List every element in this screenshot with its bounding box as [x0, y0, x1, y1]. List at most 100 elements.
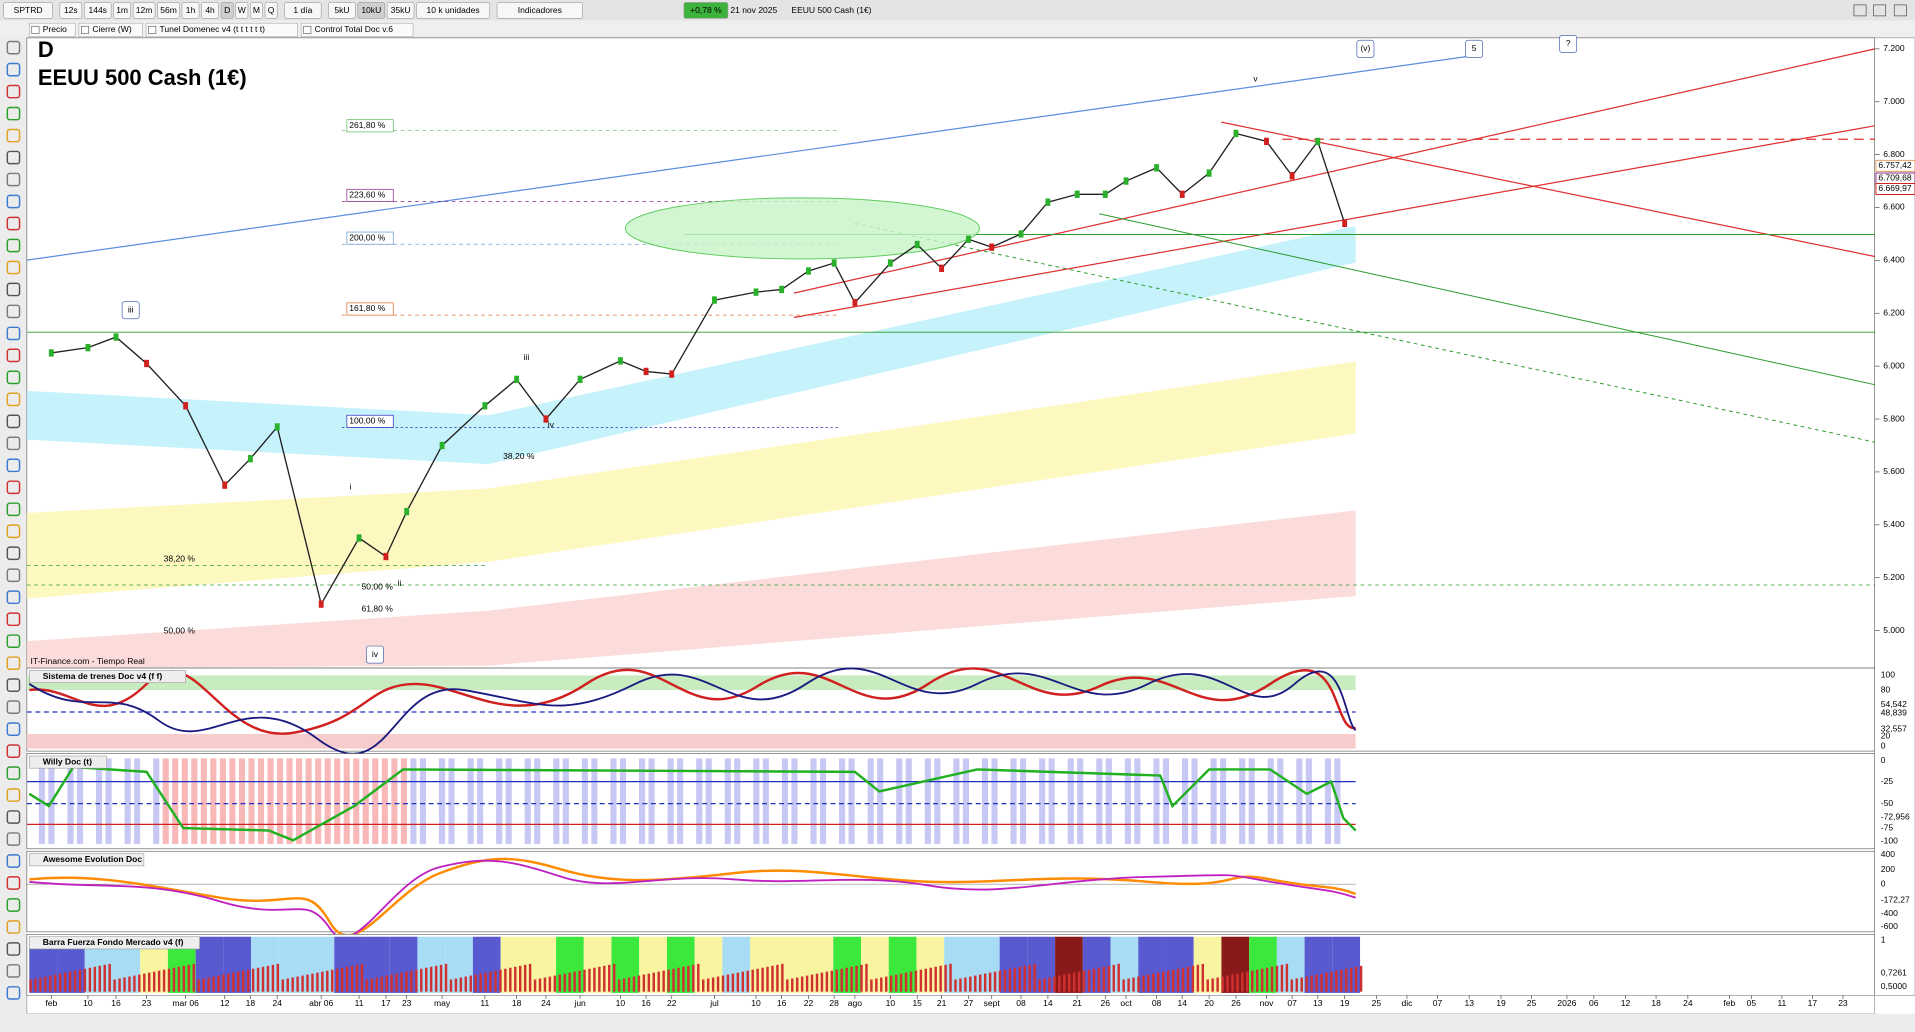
tool-icon[interactable]: [6, 238, 21, 253]
unit-button-box[interactable]: [386, 2, 415, 19]
unit-button-box[interactable]: [357, 2, 386, 19]
tool-icon[interactable]: [6, 832, 21, 846]
tool-icon[interactable]: [6, 634, 21, 649]
tool-icon[interactable]: [6, 524, 21, 539]
interval-button-box[interactable]: [59, 2, 83, 19]
interval-button-box[interactable]: [113, 2, 131, 19]
interval-button[interactable]: 56m: [160, 5, 177, 15]
study-chip[interactable]: [78, 22, 143, 37]
interval-button-box[interactable]: [132, 2, 156, 19]
tool-icon[interactable]: [6, 414, 21, 429]
indicators-button-box[interactable]: [496, 2, 583, 19]
tool-icon[interactable]: [6, 612, 21, 627]
tool-icon[interactable]: [6, 260, 21, 275]
interval-button[interactable]: 1m: [116, 5, 128, 15]
tool-icon[interactable]: [6, 854, 21, 868]
tool-icon[interactable]: [6, 172, 21, 187]
tool-icon[interactable]: [6, 898, 21, 912]
tool-icon[interactable]: [6, 370, 21, 385]
tool-icon[interactable]: [6, 590, 21, 605]
tool-icon[interactable]: [6, 304, 21, 319]
tool-icon[interactable]: [6, 964, 21, 978]
symbol[interactable]: SPTRD: [14, 5, 43, 15]
window-control[interactable]: [1853, 4, 1867, 17]
unit-button[interactable]: 5kU: [334, 5, 349, 15]
interval-button-box[interactable]: [264, 2, 278, 19]
interval-button[interactable]: 12m: [136, 5, 153, 15]
tool-icon[interactable]: [6, 722, 21, 736]
interval-button[interactable]: Q: [268, 5, 275, 15]
tool-icon[interactable]: [6, 876, 21, 890]
interval-button-box[interactable]: [83, 2, 112, 19]
interval-button[interactable]: 1h: [186, 5, 196, 15]
change[interactable]: +0,78 %: [690, 5, 722, 15]
tool-icon[interactable]: [6, 62, 21, 77]
study-chip[interactable]: [29, 22, 76, 37]
tool-icon[interactable]: [6, 678, 21, 692]
tool-icon[interactable]: [6, 282, 21, 297]
study-chip[interactable]: [145, 22, 298, 37]
tool-icon[interactable]: [6, 194, 21, 209]
tool-icon[interactable]: [6, 348, 21, 363]
zone-bar: [219, 758, 226, 844]
interval-button[interactable]: 4h: [205, 5, 215, 15]
interval-button-box[interactable]: [201, 2, 219, 19]
time-tick-label: 18: [246, 998, 256, 1008]
tool-icon[interactable]: [6, 568, 21, 583]
tool-icon[interactable]: [6, 744, 21, 758]
period-select[interactable]: 1 día: [293, 5, 312, 15]
indicators-button[interactable]: Indicadores: [518, 5, 562, 15]
tool-icon[interactable]: [6, 656, 21, 671]
study-chip[interactable]: [300, 22, 414, 37]
study-checkbox[interactable]: [148, 25, 157, 34]
period-select-box[interactable]: [284, 2, 322, 19]
change-box[interactable]: [683, 2, 729, 19]
tool-icon[interactable]: [6, 700, 21, 714]
study-name[interactable]: Control Total Doc v.6: [315, 24, 394, 34]
study-checkbox[interactable]: [31, 25, 40, 34]
units-select[interactable]: 10 k unidades: [427, 5, 480, 15]
tool-icon[interactable]: [6, 106, 21, 121]
interval-button[interactable]: 12s: [64, 5, 78, 15]
unit-button-box[interactable]: [328, 2, 356, 19]
tool-icon[interactable]: [6, 480, 21, 495]
interval-button-box[interactable]: [181, 2, 200, 19]
study-name[interactable]: Precio: [43, 24, 67, 34]
tool-icon[interactable]: [6, 150, 21, 165]
unit-button[interactable]: 35kU: [391, 5, 411, 15]
tool-icon[interactable]: [6, 546, 21, 561]
tool-icon[interactable]: [6, 766, 21, 780]
panel-axis-label: 1: [1881, 935, 1886, 945]
tool-icon[interactable]: [6, 986, 21, 1000]
interval-button[interactable]: W: [238, 5, 247, 15]
interval-button-box[interactable]: [250, 2, 263, 19]
tool-icon[interactable]: [6, 326, 21, 341]
symbol-box[interactable]: [3, 2, 53, 19]
interval-button[interactable]: 144s: [88, 5, 107, 15]
tool-icon[interactable]: [6, 502, 21, 517]
tool-icon[interactable]: [6, 942, 21, 956]
tool-icon[interactable]: [6, 84, 21, 99]
interval-button-box[interactable]: [157, 2, 180, 19]
tool-icon[interactable]: [6, 436, 21, 451]
tool-icon[interactable]: [6, 128, 21, 143]
interval-button-box[interactable]: [235, 2, 249, 19]
window-control[interactable]: [1873, 4, 1887, 17]
tool-icon[interactable]: [6, 392, 21, 407]
tool-icon[interactable]: [6, 810, 21, 824]
window-control[interactable]: [1893, 4, 1907, 17]
tool-icon[interactable]: [6, 458, 21, 473]
tool-icon[interactable]: [6, 216, 21, 231]
tool-icon[interactable]: [6, 920, 21, 934]
study-checkbox[interactable]: [81, 25, 89, 34]
interval-button[interactable]: D: [224, 5, 230, 15]
tool-icon[interactable]: [6, 40, 21, 55]
study-checkbox[interactable]: [303, 25, 312, 34]
tool-icon[interactable]: [6, 788, 21, 802]
study-name[interactable]: Tunel Domenec v4 (t t t t t t): [160, 24, 266, 34]
interval-button[interactable]: M: [253, 5, 260, 15]
unit-button[interactable]: 10kU: [361, 5, 381, 15]
study-name[interactable]: Cierre (W): [92, 24, 131, 34]
units-select-box[interactable]: [416, 2, 491, 19]
interval-button-box[interactable]: [220, 2, 234, 19]
